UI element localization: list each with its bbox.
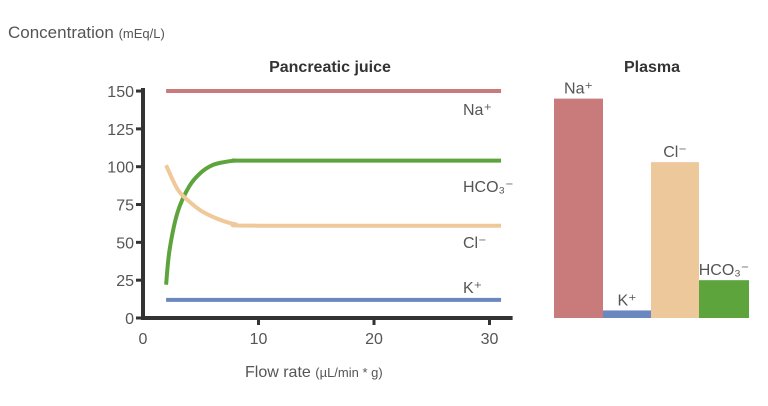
bar <box>603 310 651 318</box>
series-label: K⁺ <box>463 280 482 297</box>
y-tick-label: 100 <box>107 160 134 177</box>
bar-label: K⁺ <box>617 292 636 309</box>
series-label: HCO₃⁻ <box>463 179 514 196</box>
line-chart-title: Pancreatic juice <box>269 59 391 76</box>
series-label: Cl⁻ <box>463 235 487 252</box>
bar-label: Cl⁻ <box>663 144 687 161</box>
y-axis-label: Concentration (mEq/L) <box>8 23 165 42</box>
y-tick-label: 75 <box>116 198 134 215</box>
bar-label: HCO₃⁻ <box>699 262 750 279</box>
y-tick-label: 150 <box>107 84 134 101</box>
bar-chart-title: Plasma <box>624 59 680 76</box>
y-tick-label: 50 <box>116 235 134 252</box>
y-tick-label: 125 <box>107 122 134 139</box>
x-tick-label: 10 <box>250 331 268 348</box>
series-line <box>164 158 502 285</box>
bar <box>651 162 699 318</box>
x-tick-label: 30 <box>481 331 499 348</box>
line-plot: 0 25 50 75 100 125 150 0 10 20 30 Na⁺ HCO₃⁻ Cl⁻ K⁺ <box>107 84 513 348</box>
bar <box>554 98 603 319</box>
x-tick-label: 0 <box>139 331 148 348</box>
y-tick-label: 25 <box>116 273 134 290</box>
y-tick-label: 0 <box>125 311 134 328</box>
series-line <box>164 164 502 228</box>
bar-plot: Na⁺ K⁺ Cl⁻ HCO₃⁻ <box>554 81 750 319</box>
bar-label: Na⁺ <box>564 81 593 98</box>
x-tick-label: 20 <box>365 331 383 348</box>
bar <box>699 280 749 318</box>
series-label: Na⁺ <box>463 102 492 119</box>
x-axis-label: Flow rate (µL/min * g) <box>245 364 383 381</box>
